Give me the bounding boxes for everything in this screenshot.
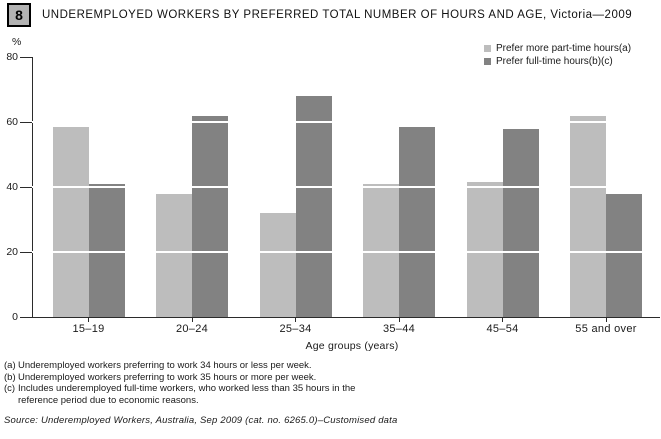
legend-swatch-full-time-icon [484,57,491,65]
legend-label-part-time: Prefer more part-time hours(a) [496,42,632,54]
x-tick-label: 15–19 [72,323,105,335]
bar-full-time [295,96,332,317]
legend-item-full-time: Prefer full-time hours(b)(c) [484,55,631,67]
footnotes: (a) Underemployed workers preferring to … [4,360,384,406]
footnote-a: (a) Underemployed workers preferring to … [4,360,384,372]
footnote-b-text: Underemployed workers preferring to work… [18,371,317,383]
bar-full-time [399,126,435,317]
legend-label-full-time: Prefer full-time hours(b)(c) [496,55,613,67]
figure-number: 8 [15,7,23,23]
x-axis-tick [605,318,607,322]
x-axis-tick [295,318,296,322]
bar-full-time [192,115,228,317]
bar-full-time [606,193,642,317]
bar-part-time [363,183,399,317]
y-tick-label: 20 [6,246,18,258]
x-axis-tick [191,318,193,322]
gridline [32,121,660,123]
y-tick-label: 40 [6,181,18,193]
x-axis-line [20,317,660,318]
bar-part-time [259,213,296,317]
y-tick-label: 80 [6,51,18,63]
x-axis-tick [398,318,400,322]
footnote-c-marker: (c) [4,383,16,394]
source-note: Source: Underemployed Workers, Australia… [4,415,398,426]
bar-part-time [466,182,503,317]
legend-swatch-part-time-icon [484,44,491,52]
bar-full-time [88,183,125,317]
y-axis-unit-label: % [12,36,22,48]
legend-item-part-time: Prefer more part-time hours(a) [484,42,631,54]
y-tick-label: 0 [12,311,18,323]
x-axis-title: Age groups (years) [305,340,399,352]
y-axis-tick [20,121,32,123]
x-tick-label: 20–24 [175,323,209,335]
gridline [32,186,660,188]
y-axis-tick [20,251,32,253]
y-tick-label: 60 [6,116,18,128]
x-tick-label: 35–44 [382,323,416,335]
y-axis-tick [20,186,32,188]
x-tick-label: 55 and over [575,323,637,335]
footnote-b: (b) Underemployed workers preferring to … [4,372,384,384]
x-tick-label: 45–54 [486,323,519,335]
footnote-a-text: Underemployed workers preferring to work… [18,360,312,371]
plot-area: 0 20 40 60 80 15–19 20–24 25–34 35–44 45–54 55 and… [6,51,660,335]
footnote-a-marker: (a) [4,360,16,371]
footnote-b-marker: (b) [4,371,16,383]
footnote-c: (c) Includes underemployed full-time wor… [4,383,384,406]
bar-full-time [502,128,539,317]
figure-number-badge: 8 [7,3,31,27]
x-axis-tick [502,318,503,322]
gridline [32,251,660,253]
figure-title: UNDEREMPLOYED WORKERS BY PREFERRED TOTAL… [42,9,633,21]
legend: Prefer more part-time hours(a) Prefer fu… [484,42,631,68]
bar-part-time [570,115,606,317]
y-axis-tick [20,56,32,58]
bar-part-time [156,193,192,317]
bar-part-time [52,126,89,317]
footnote-c-text: Includes underemployed full-time workers… [18,383,356,406]
x-tick-label: 25–34 [279,323,312,335]
x-axis-tick [88,318,89,322]
